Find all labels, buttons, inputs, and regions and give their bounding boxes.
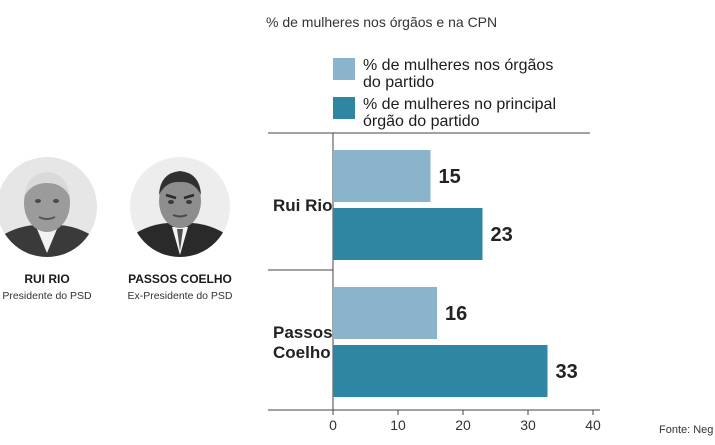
source-note: Fonte: Neg	[659, 424, 714, 436]
x-tick-label: 0	[329, 417, 337, 433]
x-tick-label: 10	[390, 417, 406, 433]
data-label: 16	[445, 303, 467, 325]
legend-swatch-main-organ	[333, 97, 355, 119]
legend-item-main-organ: % de mulheres no principal órgão do parti…	[333, 96, 593, 130]
data-label: 23	[491, 224, 513, 246]
person-name-passos-coelho: PASSOS COELHO	[128, 272, 232, 286]
bar-main-organ-0	[333, 208, 483, 260]
legend-label-organs: % de mulheres nos órgãos do partido	[363, 57, 554, 91]
bar-main-organ-1	[333, 345, 548, 397]
x-tick-label: 20	[455, 417, 471, 433]
data-label: 33	[556, 361, 578, 383]
legend-label-main-organ: % de mulheres no principal órgão do parti…	[363, 96, 556, 130]
legend-swatch-organs	[333, 58, 355, 80]
legend-item-organs: % de mulheres nos órgãos do partido	[333, 57, 593, 91]
category-label: Rui Rio	[273, 196, 333, 215]
person-role-rui-rio: Presidente do PSD	[2, 290, 92, 302]
category-label: Coelho	[273, 343, 331, 362]
person-name-rui-rio: RUI RIO	[24, 272, 70, 286]
bar-organs-1	[333, 287, 437, 339]
x-tick-label: 40	[585, 417, 601, 433]
bar-organs-0	[333, 150, 431, 202]
portrait-passos-coelho	[130, 157, 230, 257]
data-label: 15	[439, 166, 461, 188]
x-tick-label: 30	[520, 417, 536, 433]
category-label: Passos	[273, 323, 333, 342]
portrait-rui-rio	[0, 157, 97, 257]
chart-title: % de mulheres nos órgãos e na CPN	[266, 14, 498, 30]
person-role-passos-coelho: Ex-Presidente do PSD	[127, 290, 233, 302]
